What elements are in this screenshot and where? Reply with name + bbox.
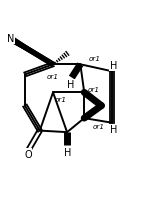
Text: H: H [110, 125, 118, 135]
Polygon shape [84, 93, 103, 108]
Text: or1: or1 [88, 87, 100, 93]
Text: O: O [24, 149, 32, 159]
Text: N: N [7, 34, 15, 44]
Text: H: H [110, 61, 117, 71]
Text: H: H [64, 147, 71, 157]
Text: or1: or1 [55, 97, 67, 103]
Text: or1: or1 [92, 123, 104, 129]
Text: or1: or1 [47, 74, 59, 80]
Text: or1: or1 [89, 56, 101, 62]
Polygon shape [84, 104, 103, 118]
Text: H: H [67, 80, 75, 90]
Polygon shape [10, 38, 53, 65]
